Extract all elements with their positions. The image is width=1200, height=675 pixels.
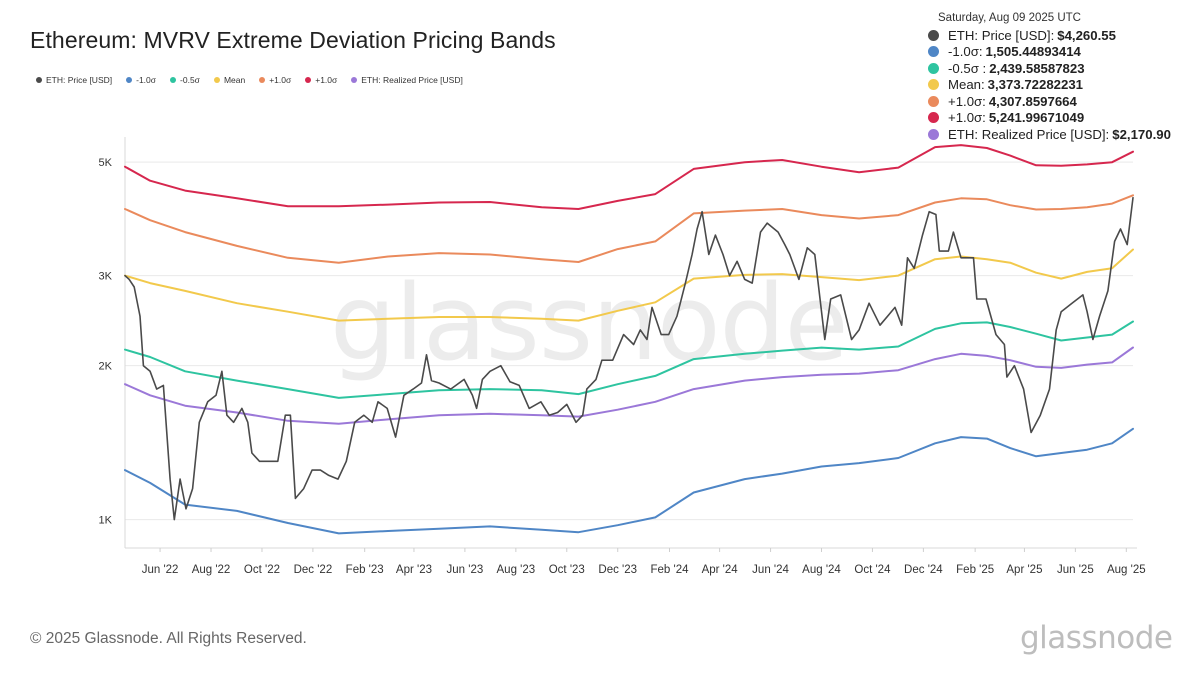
legend-dot-icon	[170, 77, 177, 83]
tooltip-row: +1.0σ: 5,241.99671049	[928, 110, 1186, 127]
legend-item[interactable]: ETH: Price [USD]	[36, 75, 112, 85]
tooltip-value: $2,170.90	[1112, 126, 1171, 142]
tooltip-label: Mean:	[948, 77, 985, 93]
legend-label: ETH: Price [USD]	[46, 75, 113, 85]
tooltip-value: 2,439.58587823	[989, 60, 1085, 76]
legend-item[interactable]: +1.0σ	[259, 75, 291, 85]
series-line-plus1_red	[124, 144, 1134, 210]
y-tick-label: 2K	[99, 361, 113, 373]
tooltip-label: +1.0σ:	[948, 110, 986, 126]
chart-title: Ethereum: MVRV Extreme Deviation Pricing…	[30, 27, 556, 53]
legend-dot-icon	[126, 77, 133, 83]
legend-item[interactable]: -1.0σ	[126, 75, 156, 85]
tooltip-value: $4,260.55	[1057, 27, 1116, 43]
series-line-plus1_orange	[124, 194, 1134, 264]
tooltip-label: -1.0σ:	[948, 44, 983, 60]
x-tick-label: Aug '23	[497, 564, 536, 576]
tooltip-value: 5,241.99671049	[988, 110, 1085, 126]
tooltip-row: -1.0σ: 1,505.44893414	[928, 44, 1186, 61]
x-tick-label: Oct '23	[549, 564, 585, 576]
x-tick-label: Dec '22	[294, 564, 333, 576]
x-tick-label: Dec '23	[598, 564, 637, 576]
tooltip-value: 3,373.72282231	[987, 77, 1083, 93]
x-tick-label: Aug '24	[802, 564, 841, 576]
legend-label: Mean	[223, 75, 246, 85]
tooltip-row: +1.0σ: 4,307.8597664	[928, 93, 1186, 110]
legend-dot-icon	[213, 77, 220, 83]
legend-dot-icon	[305, 77, 312, 83]
x-tick-label: Feb '25	[956, 564, 994, 576]
tooltip-dot-icon	[928, 95, 939, 107]
tooltip-label: +1.0σ:	[948, 93, 986, 109]
x-tick-label: Aug '25	[1107, 564, 1146, 576]
series-line-realized	[124, 346, 1134, 425]
x-tick-label: Oct '22	[244, 564, 280, 576]
tooltip-row: Mean: 3,373.72282231	[928, 77, 1186, 94]
legend-label: -1.0σ	[136, 75, 157, 85]
legend-item[interactable]: +1.0σ	[305, 75, 337, 85]
copyright-footer: © 2025 Glassnode. All Rights Reserved.	[30, 630, 307, 647]
x-tick-label: Jun '25	[1057, 564, 1094, 576]
legend-label: +1.0σ	[315, 75, 338, 85]
x-tick-label: Feb '24	[651, 564, 690, 576]
tooltip-dot-icon	[928, 46, 939, 58]
tooltip-dot-icon	[928, 128, 939, 140]
x-tick-label: Apr '25	[1006, 564, 1042, 576]
x-tick-label: Jun '24	[752, 564, 789, 576]
legend-item[interactable]: Mean	[213, 75, 246, 85]
series-line-price	[124, 196, 1134, 521]
tooltip-label: ETH: Price [USD]:	[948, 27, 1055, 43]
tooltip-dot-icon	[928, 112, 939, 124]
y-tick-label: 3K	[99, 271, 113, 283]
x-tick-label: Feb '23	[346, 564, 384, 576]
legend-label: ETH: Realized Price [USD]	[361, 75, 463, 85]
watermark: glassnode	[330, 262, 849, 384]
tooltip-value: 4,307.8597664	[988, 93, 1077, 109]
brand-logo: glassnode	[1020, 620, 1173, 656]
tooltip-row: ETH: Price [USD]: $4,260.55	[928, 27, 1186, 44]
y-tick-label: 5K	[99, 157, 113, 169]
tooltip-dot-icon	[928, 29, 939, 41]
tooltip-dot-icon	[928, 79, 939, 91]
x-tick-label: Aug '22	[192, 564, 231, 576]
legend-label: -0.5σ	[180, 75, 200, 85]
legend-dot-icon	[36, 77, 42, 83]
legend-dot-icon	[259, 77, 266, 83]
tooltip-dot-icon	[928, 62, 939, 74]
series-line-minus1	[124, 427, 1134, 535]
chart-legend: ETH: Price [USD] -1.0σ -0.5σ Mean +1.0σ +1.0σ…	[36, 75, 463, 85]
x-tick-label: Jun '23	[447, 564, 484, 576]
x-tick-label: Jun '22	[142, 564, 179, 576]
legend-item[interactable]: -0.5σ	[170, 75, 200, 85]
hover-tooltip: Saturday, Aug 09 2025 UTC ETH: Price [US…	[928, 12, 1186, 143]
series-line-mean	[124, 248, 1134, 322]
legend-dot-icon	[351, 77, 358, 83]
tooltip-date: Saturday, Aug 09 2025 UTC	[938, 12, 1081, 24]
series-line-minus05	[124, 320, 1134, 399]
tooltip-label: ETH: Realized Price [USD]:	[948, 126, 1110, 142]
tooltip-row: ETH: Realized Price [USD]: $2,170.90	[928, 126, 1186, 143]
tooltip-row: -0.5σ :2,439.58587823	[928, 60, 1186, 77]
x-tick-label: Oct '24	[854, 564, 891, 576]
tooltip-value: 1,505.44893414	[985, 44, 1081, 60]
legend-label: +1.0σ	[269, 75, 292, 85]
x-tick-label: Apr '24	[702, 564, 739, 576]
x-tick-label: Apr '23	[396, 564, 432, 576]
x-tick-label: Dec '24	[904, 564, 943, 576]
y-tick-label: 1K	[99, 515, 113, 527]
tooltip-label: -0.5σ :	[948, 60, 987, 76]
legend-item[interactable]: ETH: Realized Price [USD]	[351, 75, 463, 85]
